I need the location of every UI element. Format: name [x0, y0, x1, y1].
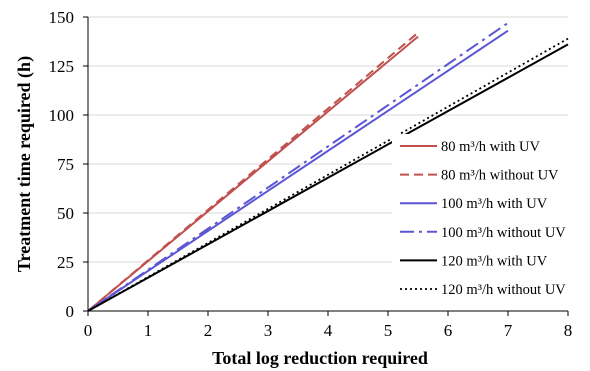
legend-background: [392, 134, 582, 306]
x-tick-label: 4: [324, 321, 333, 340]
y-tick-labels: 0 25 50 75 100 125 150: [49, 8, 89, 321]
legend-label-1: 80 m³/h with UV: [441, 139, 541, 155]
y-tick-label: 150: [49, 8, 75, 27]
x-tick-label: 6: [444, 321, 453, 340]
legend-label-4: 100 m³/h without UV: [441, 225, 566, 241]
x-tick-label: 2: [204, 321, 213, 340]
legend-label-2: 80 m³/h without UV: [441, 168, 559, 184]
x-tick-label: 0: [84, 321, 93, 340]
y-tick-label: 100: [49, 106, 75, 125]
x-tick-labels: 0 1 2 3 4 5 6 7 8: [84, 311, 573, 340]
x-axis-title: Total log reduction required: [212, 348, 428, 368]
legend-label-6: 120 m³/h without UV: [441, 282, 566, 298]
x-tick-label: 1: [144, 321, 153, 340]
series-line-2: [88, 33, 418, 311]
x-tick-label: 3: [264, 321, 273, 340]
legend-label-5: 120 m³/h with UV: [441, 253, 548, 269]
y-tick-label: 75: [57, 155, 74, 174]
x-tick-label: 7: [504, 321, 513, 340]
y-tick-label: 50: [57, 204, 74, 223]
y-tick-label: 125: [49, 57, 75, 76]
x-tick-label: 5: [384, 321, 393, 340]
y-tick-label: 0: [66, 302, 75, 321]
x-tick-label: 8: [564, 321, 573, 340]
legend-label-3: 100 m³/h with UV: [441, 196, 548, 212]
y-axis-title: Treatment time required (h): [14, 56, 35, 272]
legend: 80 m³/h with UV 80 m³/h without UV 100 m³/…: [392, 134, 582, 306]
y-tick-label: 25: [57, 253, 74, 272]
